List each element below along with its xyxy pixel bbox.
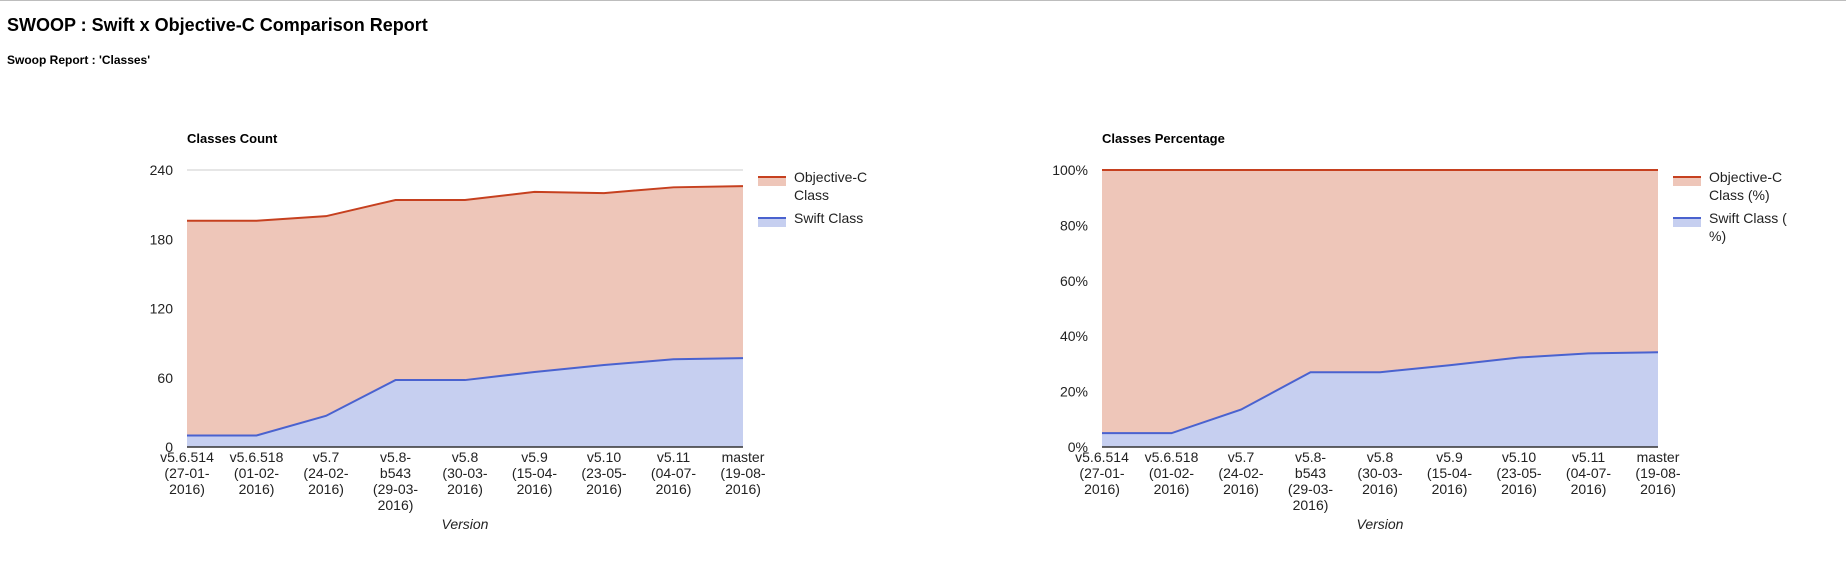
y-tick-label: 240 xyxy=(150,162,174,178)
swift-line xyxy=(187,357,744,437)
x-tick-label: 2016) xyxy=(1223,481,1259,497)
x-tick-label: 2016) xyxy=(725,481,761,497)
legend-label: Swift Class ( xyxy=(1709,210,1787,226)
x-tick-label: 2016) xyxy=(586,481,622,497)
legend-swatch xyxy=(1673,218,1701,227)
x-tick-label: 2016) xyxy=(517,481,553,497)
x-tick-label: 2016) xyxy=(1571,481,1607,497)
x-tick-label: 2016) xyxy=(656,481,692,497)
x-tick-label: 2016) xyxy=(378,497,414,513)
x-tick-label: v5.7 xyxy=(1228,449,1255,465)
x-tick-label: (24-02- xyxy=(303,465,348,481)
x-tick-label: v5.8- xyxy=(1295,449,1326,465)
x-tick-label: b543 xyxy=(380,465,411,481)
x-tick-label: (23-05- xyxy=(1496,465,1541,481)
y-tick-label: 0 xyxy=(165,439,173,455)
x-tick-label: v5.6.514 xyxy=(160,449,214,465)
x-tick-label: (01-02- xyxy=(234,465,279,481)
x-tick-label: (19-08- xyxy=(1635,465,1680,481)
x-tick-label: 2016) xyxy=(1154,481,1190,497)
x-tick-label: (01-02- xyxy=(1149,465,1194,481)
y-tick-label: 80% xyxy=(1060,217,1088,233)
x-tick-label: b543 xyxy=(1295,465,1326,481)
x-tick-label: v5.9 xyxy=(521,449,548,465)
x-tick-label: 2016) xyxy=(1293,497,1329,513)
swift-area xyxy=(187,358,743,447)
x-tick-label: (29-03- xyxy=(1288,481,1333,497)
x-tick-label: master xyxy=(1637,449,1680,465)
legend-label: Class xyxy=(794,187,829,203)
legend-label: Objective-C xyxy=(794,169,867,185)
chart-title: Classes Percentage xyxy=(1102,131,1225,146)
x-tick-label: v5.8- xyxy=(380,449,411,465)
x-tick-label: 2016) xyxy=(169,481,205,497)
x-tick-label: v5.10 xyxy=(1502,449,1536,465)
x-tick-label: (04-07- xyxy=(651,465,696,481)
y-tick-label: 100% xyxy=(1052,162,1088,178)
x-tick-label: (27-01- xyxy=(1079,465,1124,481)
x-tick-label: v5.6.518 xyxy=(1145,449,1199,465)
swift-area xyxy=(1102,352,1658,447)
x-tick-label: (15-04- xyxy=(512,465,557,481)
x-tick-label: 2016) xyxy=(239,481,275,497)
x-tick-label: v5.11 xyxy=(657,449,690,465)
x-tick-label: v5.7 xyxy=(313,449,340,465)
x-tick-label: 2016) xyxy=(308,481,344,497)
x-tick-label: v5.9 xyxy=(1436,449,1463,465)
legend-label: Swift Class xyxy=(794,210,863,226)
x-tick-label: 2016) xyxy=(1084,481,1120,497)
x-tick-label: v5.6.514 xyxy=(1075,449,1129,465)
legend-label: Objective-C xyxy=(1709,169,1782,185)
x-tick-label: 2016) xyxy=(1432,481,1468,497)
x-tick-label: 2016) xyxy=(447,481,483,497)
x-axis-title: Version xyxy=(442,516,489,532)
x-tick-label: v5.11 xyxy=(1572,449,1605,465)
x-tick-label: (30-03- xyxy=(442,465,487,481)
page-title: SWOOP : Swift x Objective-C Comparison R… xyxy=(7,15,428,35)
x-tick-label: v5.8 xyxy=(1367,449,1394,465)
classes-count-chart: Classes Count 0 60 120 180 240 v5.6.514(27-01-… xyxy=(150,131,868,532)
x-tick-label: (15-04- xyxy=(1427,465,1472,481)
y-tick-label: 180 xyxy=(150,231,174,247)
y-tick-label: 40% xyxy=(1060,328,1088,344)
page-subtitle: Swoop Report : 'Classes' xyxy=(7,53,151,67)
x-tick-label: (27-01- xyxy=(164,465,209,481)
swift-line xyxy=(1102,351,1659,435)
legend-label: %) xyxy=(1709,228,1726,244)
x-axis-title: Version xyxy=(1357,516,1404,532)
x-tick-label: v5.6.518 xyxy=(230,449,284,465)
y-tick-label: 0% xyxy=(1068,439,1088,455)
x-tick-label: (24-02- xyxy=(1218,465,1263,481)
x-tick-label: v5.8 xyxy=(452,449,479,465)
legend-swatch xyxy=(1673,177,1701,186)
x-tick-label: 2016) xyxy=(1501,481,1537,497)
x-tick-label: (23-05- xyxy=(581,465,626,481)
y-tick-label: 120 xyxy=(150,301,174,317)
objc-line xyxy=(187,185,744,222)
y-tick-label: 60% xyxy=(1060,273,1088,289)
x-tick-label: 2016) xyxy=(1362,481,1398,497)
x-tick-label: (29-03- xyxy=(373,481,418,497)
y-tick-label: 60 xyxy=(157,370,173,386)
top-divider xyxy=(0,0,1846,1)
legend-swatch xyxy=(758,218,786,227)
chart-title: Classes Count xyxy=(187,131,278,146)
x-tick-label: master xyxy=(722,449,765,465)
x-tick-label: (19-08- xyxy=(720,465,765,481)
x-tick-label: v5.10 xyxy=(587,449,621,465)
x-tick-label: (30-03- xyxy=(1357,465,1402,481)
y-tick-label: 20% xyxy=(1060,384,1088,400)
x-tick-label: 2016) xyxy=(1640,481,1676,497)
x-tick-label: (04-07- xyxy=(1566,465,1611,481)
legend-swatch xyxy=(758,177,786,186)
legend-label: Class (%) xyxy=(1709,187,1770,203)
